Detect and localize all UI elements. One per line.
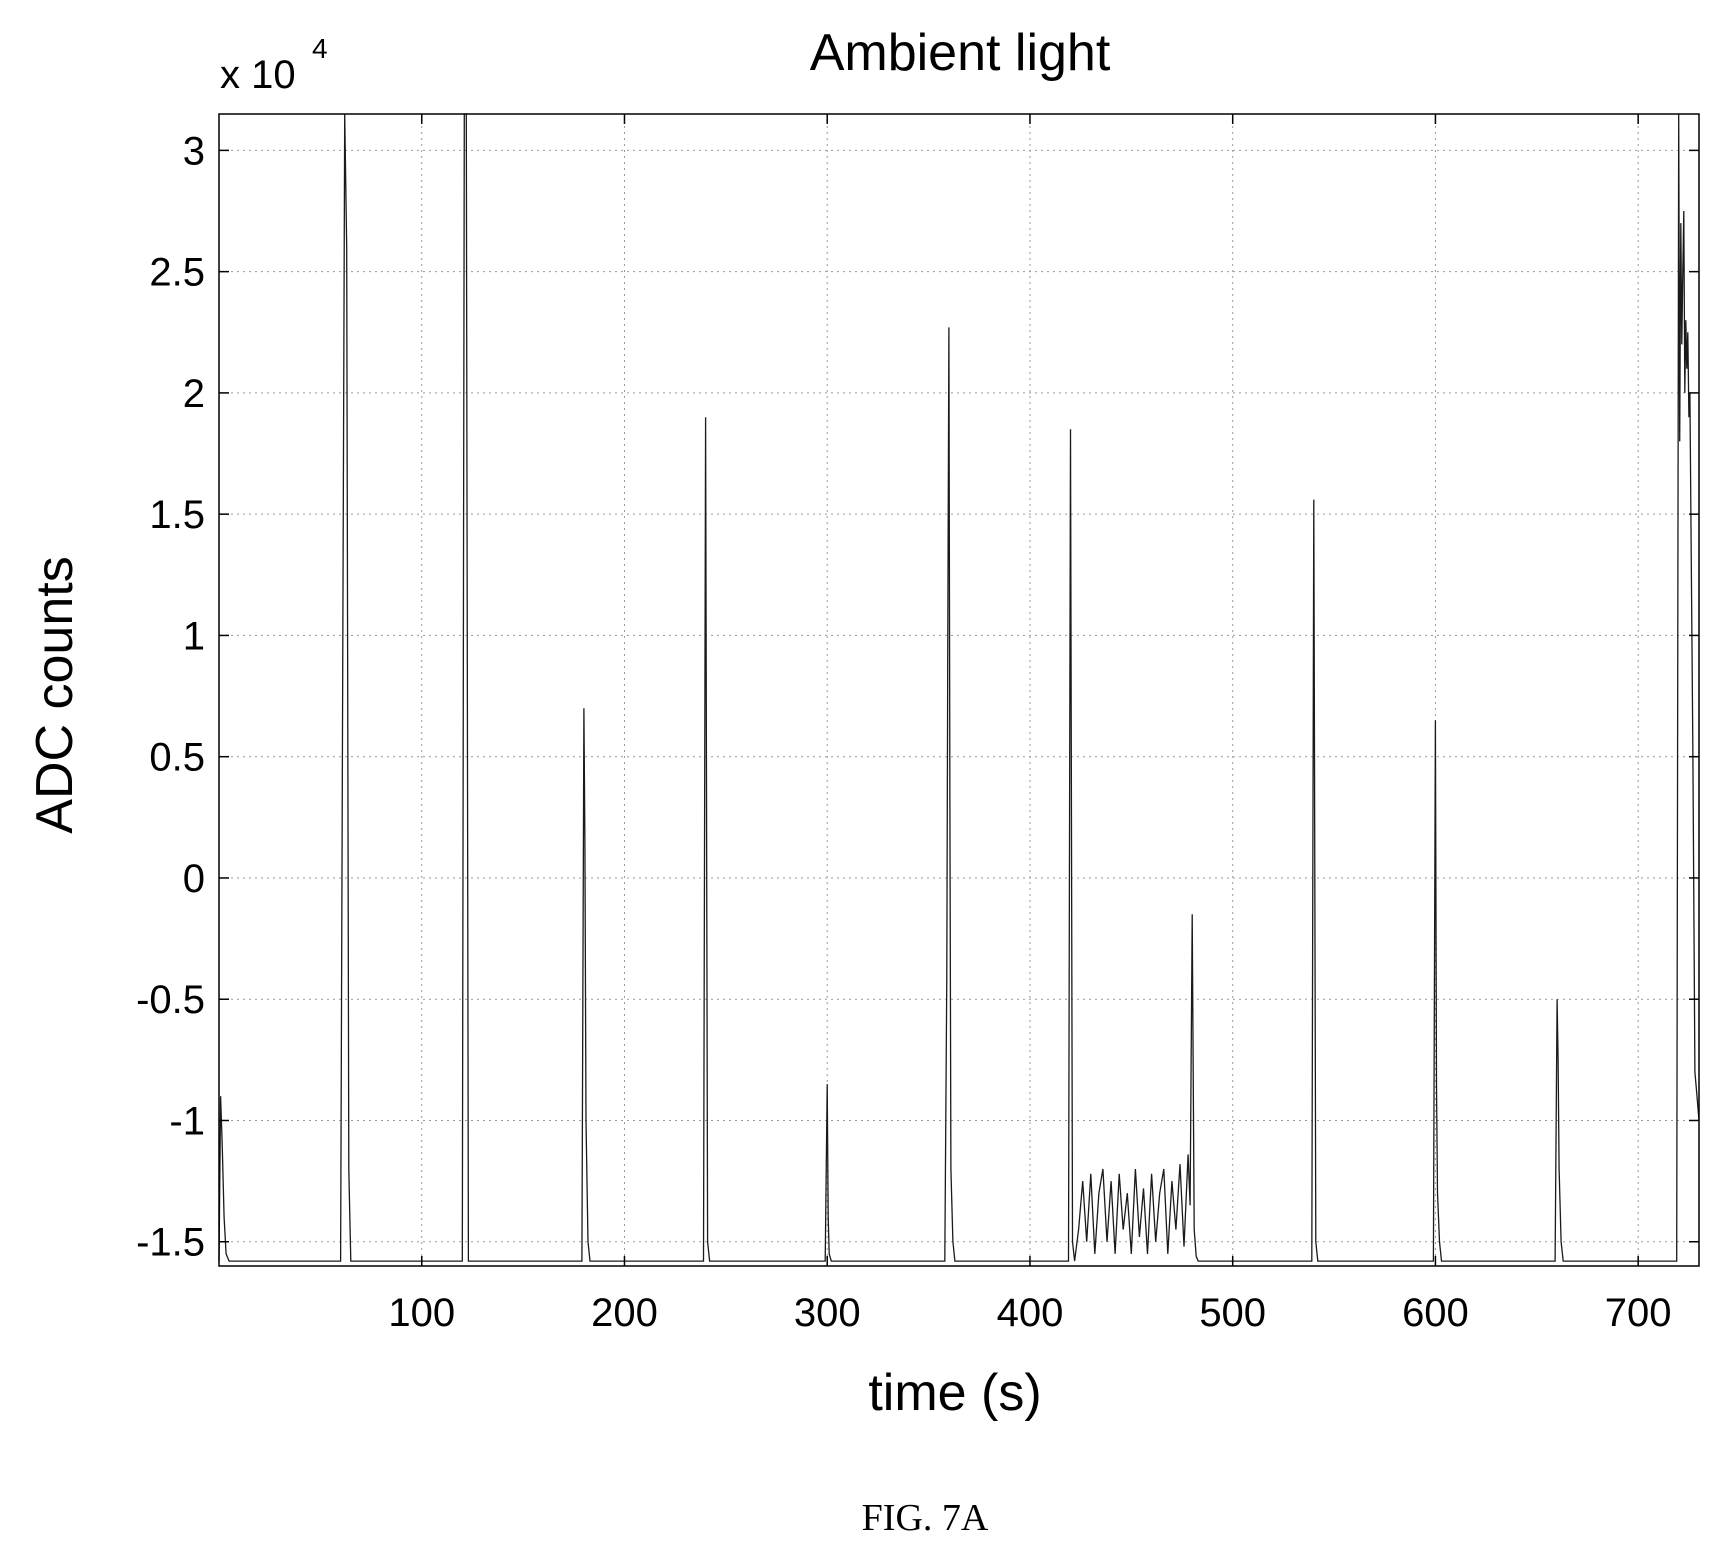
series-layer (218, 113, 1700, 1262)
y-tick-label-2: -0.5 (136, 978, 205, 1022)
x-tick-label-6: 700 (1605, 1291, 1672, 1335)
plot-frame (218, 113, 1700, 1267)
x-tick-label-4: 500 (1199, 1291, 1266, 1335)
y-tick-label-9: 3 (183, 129, 205, 173)
y-tick-label-1: -1 (169, 1099, 205, 1143)
x-tick-label-5: 600 (1402, 1291, 1469, 1335)
grid (219, 114, 1699, 1266)
figure-caption: FIG. 7A (862, 1497, 989, 1539)
y-tick-label-5: 1 (183, 614, 205, 658)
x-tick-label-0: 100 (388, 1291, 455, 1335)
x-axis-label: time (s) (868, 1364, 1041, 1422)
y-tick-labels: -1.5 -1 -0.5 0 0.5 1 1.5 2 2.5 3 (136, 129, 1699, 1265)
y-tick-label-6: 1.5 (149, 493, 205, 537)
series-line-0 (218, 113, 1700, 1262)
y-tick-label-8: 2.5 (149, 251, 205, 295)
x-tick-labels: 100 200 300 400 500 600 700 (388, 114, 1672, 1335)
x-tick-label-1: 200 (591, 1291, 658, 1335)
y-multiplier-base: x 10 (220, 53, 296, 97)
x-tick-label-2: 300 (794, 1291, 861, 1335)
y-tick-label-3: 0 (183, 857, 205, 901)
y-multiplier-exponent: 4 (312, 33, 328, 64)
y-tick-label-0: -1.5 (136, 1221, 205, 1265)
chart-title: Ambient light (810, 24, 1111, 82)
y-tick-label-4: 0.5 (149, 736, 205, 780)
x-tick-label-3: 400 (997, 1291, 1064, 1335)
y-tick-label-7: 2 (183, 372, 205, 416)
y-axis-label: ADC counts (26, 556, 84, 833)
